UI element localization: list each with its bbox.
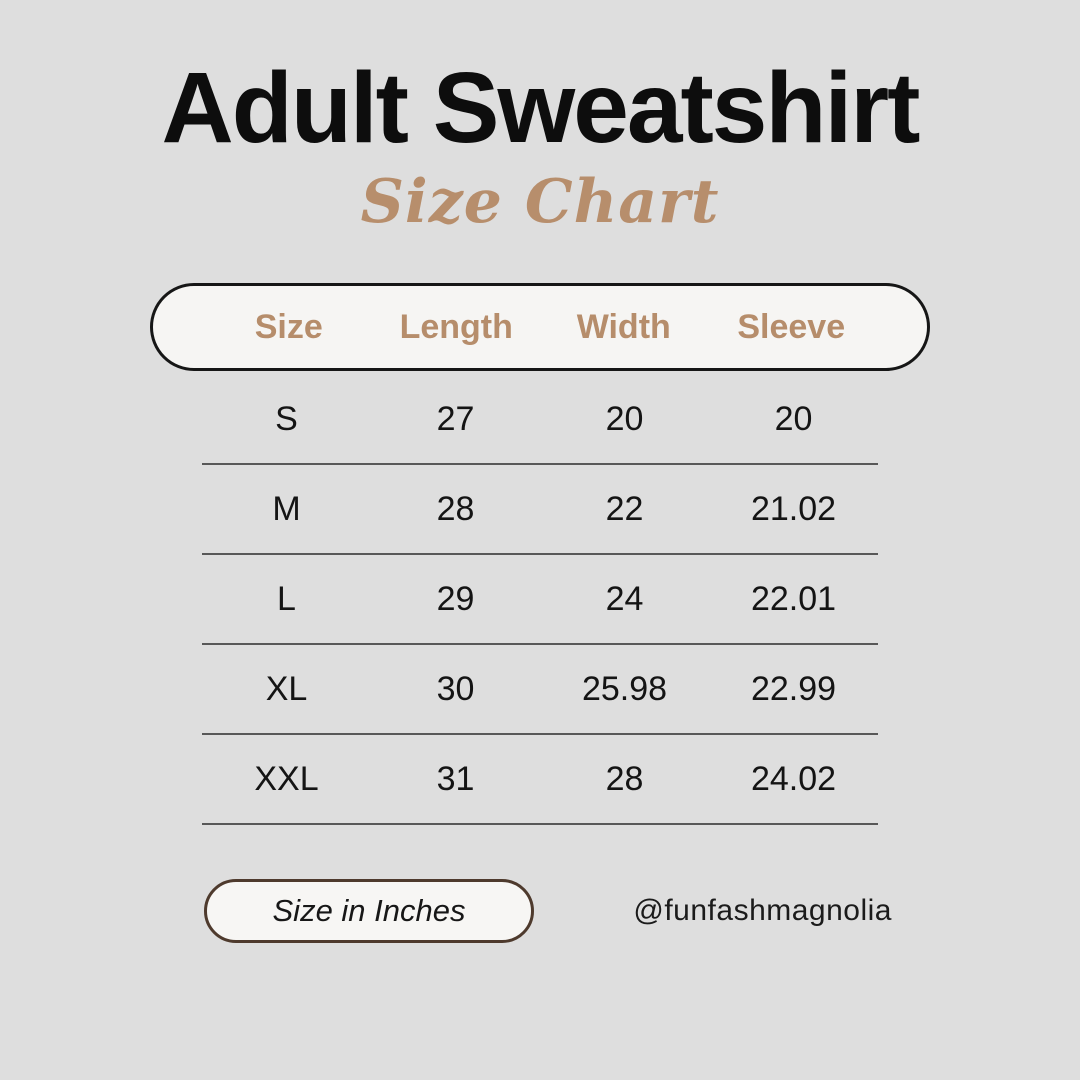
column-header-size: Size	[254, 307, 323, 346]
unit-badge: Size in Inches	[204, 879, 534, 943]
cell-sleeve: 20	[774, 399, 813, 438]
cell-length: 28	[436, 489, 475, 528]
cell-length: 29	[436, 579, 475, 618]
column-header-length: Length	[399, 307, 513, 346]
cell-width: 22	[605, 489, 644, 528]
cell-sleeve: 22.99	[750, 669, 837, 708]
row-divider	[202, 643, 878, 645]
row-divider	[202, 823, 878, 825]
table-row-xl: XL 30 25.98 22.99	[150, 645, 930, 733]
cell-size: XL	[265, 669, 308, 708]
cell-length: 27	[436, 399, 475, 438]
row-divider	[202, 553, 878, 555]
cell-width: 24	[605, 579, 644, 618]
table-row-m: M 28 22 21.02	[150, 465, 930, 553]
table-body: S 27 20 20 M 28 22 21.02 L 29 24 22.01	[150, 375, 930, 825]
row-divider	[202, 463, 878, 465]
table-row-s: S 27 20 20	[150, 375, 930, 463]
cell-width: 28	[605, 759, 644, 798]
cell-length: 30	[436, 669, 475, 708]
page-subtitle: Size Chart	[360, 167, 720, 237]
cell-size: M	[272, 489, 301, 528]
cell-width: 20	[605, 399, 644, 438]
table-row-xxl: XXL 31 28 24.02	[150, 735, 930, 823]
cell-size: S	[275, 399, 298, 438]
column-header-width: Width	[576, 307, 671, 346]
cell-size: XXL	[254, 759, 319, 798]
column-header-sleeve: Sleeve	[737, 307, 846, 346]
cell-size: L	[277, 579, 296, 618]
page-title: Adult Sweatshirt	[161, 52, 921, 164]
cell-width: 25.98	[581, 669, 668, 708]
footer: Size in Inches @funfashmagnolia	[150, 879, 930, 943]
table-header-pill: Size Length Width Sleeve	[150, 283, 930, 371]
unit-badge-label: Size in Inches	[272, 893, 466, 928]
cell-sleeve: 21.02	[750, 489, 837, 528]
row-divider	[202, 733, 878, 735]
cell-sleeve: 24.02	[750, 759, 837, 798]
cell-sleeve: 22.01	[750, 579, 837, 618]
size-table: Size Length Width Sleeve S 27 20 20 M 28…	[150, 283, 930, 825]
table-row-l: L 29 24 22.01	[150, 555, 930, 643]
social-handle: @funfashmagnolia	[633, 894, 892, 927]
cell-length: 31	[436, 759, 475, 798]
